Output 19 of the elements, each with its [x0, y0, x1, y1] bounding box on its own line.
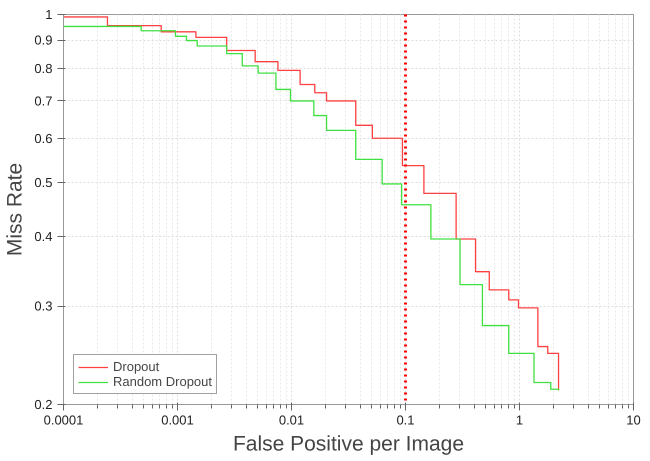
y-tick-label: 0.7	[34, 93, 53, 108]
x-tick-label: 0.01	[278, 412, 304, 428]
x-tick-label: 1	[516, 412, 524, 428]
y-tick-label: 0.4	[34, 229, 53, 244]
y-tick-label: 0.3	[34, 298, 53, 314]
x-axis-title: False Positive per Image	[232, 432, 464, 456]
legend-label: Dropout	[113, 359, 160, 374]
y-tick-label: 0.9	[34, 32, 53, 48]
y-axis-title: Miss Rate	[3, 162, 26, 256]
x-tick-label: 0.001	[161, 412, 194, 428]
legend-label: Random Dropout	[113, 374, 212, 389]
y-tick-label: 0.6	[34, 130, 53, 146]
x-tick-label: 10	[626, 412, 641, 428]
y-tick-label: 1	[45, 7, 53, 22]
y-tick-label: 0.2	[34, 397, 53, 412]
y-tick-label: 0.8	[34, 61, 53, 76]
y-tick-label: 0.5	[34, 174, 53, 190]
x-tick-label: 0.0001	[44, 412, 84, 428]
x-tick-label: 0.1	[396, 412, 415, 428]
